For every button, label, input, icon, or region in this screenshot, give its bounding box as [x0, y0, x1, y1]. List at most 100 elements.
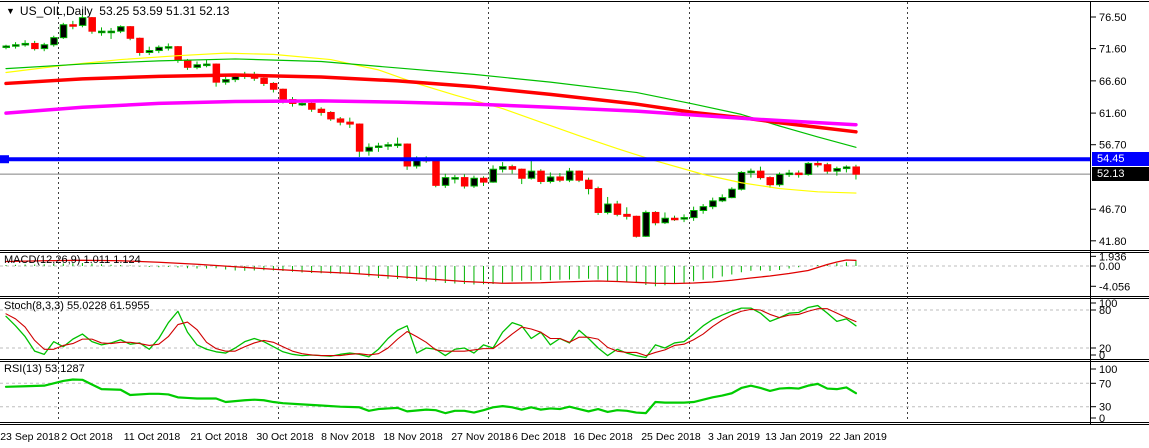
bull-candle-body	[565, 170, 574, 181]
price-axis-label: 76.50	[1099, 12, 1127, 24]
bull-candle-body	[842, 166, 851, 170]
bear-candle-body	[623, 213, 631, 217]
bull-candle-body	[2, 45, 10, 49]
bear-candle-body	[69, 24, 77, 27]
bull-candle-body	[709, 200, 717, 208]
bull-candle-body	[680, 217, 689, 220]
bear-candle-body	[823, 164, 832, 172]
bear-candle-body	[632, 215, 641, 237]
bear-candle-body	[260, 77, 268, 84]
sma-fast-yellow-line	[5, 52, 857, 194]
macd-axis-label: 0.00	[1099, 261, 1120, 273]
bull-candle-body	[203, 63, 211, 67]
bear-candle-body	[756, 170, 765, 179]
bull-candle-body	[661, 217, 669, 224]
bear-candle-body	[269, 82, 278, 90]
bear-candle-body	[355, 123, 364, 152]
bull-candle-body	[470, 177, 478, 187]
bull-candle-body	[489, 168, 498, 183]
bull-candle-body	[546, 176, 555, 182]
bear-candle-body	[346, 121, 354, 125]
macd-axis-label: 1.936	[1099, 251, 1127, 263]
stoch-axis-label: 20	[1099, 343, 1111, 355]
bull-candle-body	[690, 210, 698, 219]
bull-candle-body	[804, 162, 813, 175]
bull-candle-body	[222, 79, 230, 83]
stoch-axis-label: 100	[1099, 298, 1117, 310]
bear-candle-body	[537, 170, 545, 182]
rsi-axis-label: 100	[1099, 364, 1117, 376]
bear-candle-body	[31, 42, 39, 50]
bull-candle-body	[59, 24, 68, 39]
rsi-axis-label: 30	[1099, 402, 1111, 414]
date-axis-label: 18 Nov 2018	[383, 431, 443, 443]
price-axis-label: 61.60	[1099, 108, 1127, 120]
date-axis-label: 8 Nov 2018	[321, 431, 375, 443]
bull-candle-body	[78, 17, 87, 26]
bear-candle-body	[403, 143, 412, 167]
bear-candle-body	[613, 203, 622, 215]
blue-line-anchor-marker	[0, 155, 9, 164]
bear-candle-body	[279, 88, 287, 101]
date-axis-label: 2 Oct 2018	[61, 431, 113, 443]
date-axis-label: 30 Oct 2018	[256, 431, 313, 443]
stoch-main-line	[5, 304, 857, 359]
macd-axis-label: -4.056	[1099, 281, 1130, 293]
bull-candle-body	[441, 177, 450, 186]
bull-candle-body	[12, 44, 20, 47]
date-axis-label: 6 Dec 2018	[512, 431, 566, 443]
bull-candle-body	[527, 170, 536, 179]
bear-candle-body	[575, 170, 583, 181]
bull-candle-body	[833, 168, 841, 172]
bear-candle-body	[795, 172, 803, 176]
bear-candle-body	[136, 37, 144, 53]
bear-candle-body	[585, 179, 593, 190]
date-axis-label: 11 Oct 2018	[124, 431, 181, 443]
bear-candle-body	[88, 17, 96, 32]
bull-candle-body	[747, 170, 755, 174]
sma-slow-green-line	[5, 58, 857, 148]
date-axis-label: 16 Dec 2018	[573, 431, 633, 443]
bear-candle-body	[651, 211, 660, 224]
stoch-signal-line	[5, 308, 857, 357]
rsi-line	[4, 378, 858, 415]
bear-candle-body	[480, 177, 488, 183]
date-axis-label: 22 Jan 2019	[829, 431, 887, 443]
bear-candle-body	[174, 46, 182, 61]
bull-candle-body	[699, 206, 708, 212]
bear-candle-body	[183, 59, 192, 68]
bear-candle-body	[508, 166, 517, 170]
horizontal-line-price-tag: 54.45	[1092, 152, 1149, 167]
date-axis-label: 23 Sep 2018	[0, 431, 60, 443]
price-axis-label: 66.60	[1099, 76, 1127, 88]
bull-candle-body	[737, 171, 746, 190]
bear-candle-body	[308, 102, 316, 110]
rsi-indicator-label: RSI(13) 53.1287	[4, 363, 85, 375]
bear-candle-body	[317, 108, 326, 113]
bear-candle-body	[126, 26, 135, 39]
bull-candle-body	[365, 146, 373, 152]
ema-red-thick-line	[4, 73, 858, 134]
bull-candle-body	[145, 50, 154, 53]
bull-candle-body	[604, 203, 612, 213]
bear-candle-body	[671, 217, 679, 221]
rsi-axis-label: 70	[1099, 378, 1111, 390]
date-axis-label: 25 Dec 2018	[641, 431, 701, 443]
bull-candle-body	[728, 188, 736, 199]
bull-candle-body	[107, 30, 116, 34]
bull-candle-body	[193, 64, 201, 68]
bull-candle-body	[21, 42, 30, 46]
date-axis-label: 27 Nov 2018	[451, 431, 511, 443]
ema-magenta-thick-line	[4, 99, 858, 127]
price-axis-label: 41.80	[1099, 236, 1127, 248]
macd-indicator-label: MACD(12,26,9) 1.011 1.124	[4, 254, 141, 266]
price-axis-label: 46.70	[1099, 204, 1127, 216]
bear-candle-body	[594, 188, 603, 213]
bear-candle-body	[852, 166, 860, 175]
bear-candle-body	[518, 168, 526, 179]
bull-candle-body	[718, 197, 727, 202]
bull-candle-body	[451, 177, 459, 180]
bull-candle-body	[642, 211, 650, 237]
symbol-dropdown-icon[interactable]: ▼	[6, 6, 15, 16]
